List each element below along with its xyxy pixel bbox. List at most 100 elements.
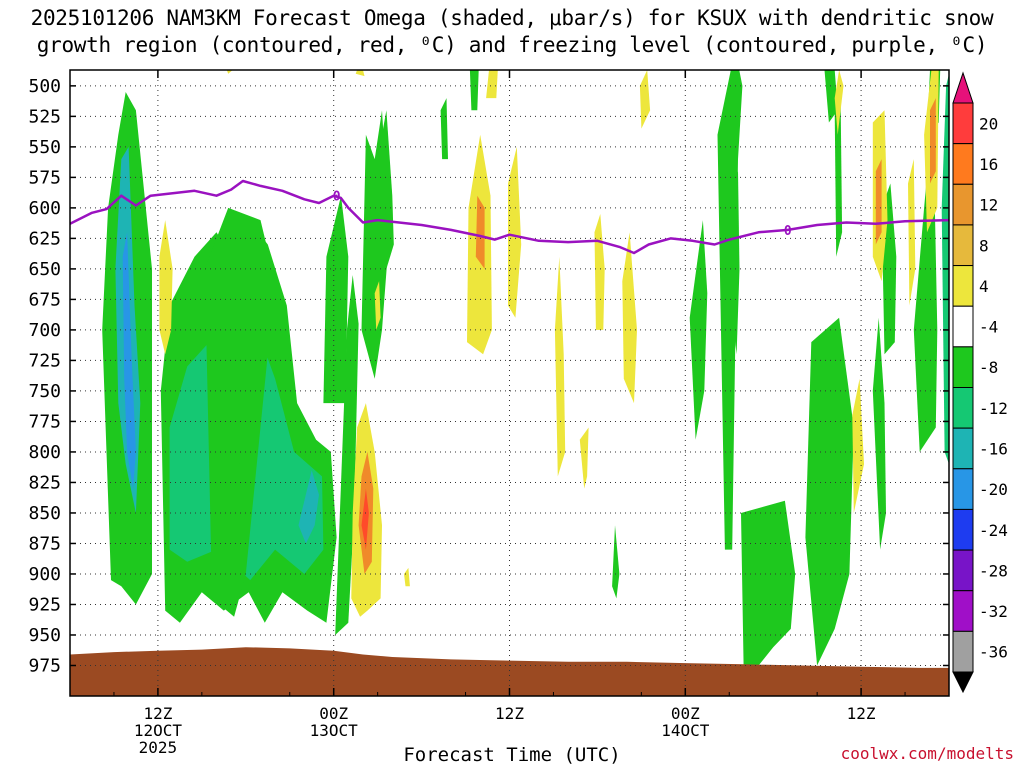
y-tick-label-875: 875: [28, 533, 61, 554]
omega-region-18: [726, 171, 740, 355]
colorbar-label-6: -8: [979, 358, 998, 377]
colorbar-label-7: -12: [979, 399, 1008, 418]
x-axis-label: Forecast Time (UTC): [403, 744, 621, 766]
colorbar-label-4: 4: [979, 277, 989, 296]
y-tick-label-750: 750: [28, 381, 61, 402]
omega-region-38: [622, 232, 637, 404]
y-tick-label-525: 525: [28, 106, 61, 127]
y-tick-label-800: 800: [28, 442, 61, 463]
colorbar-label-1: 16: [979, 155, 998, 174]
colorbar-cell-1: [952, 143, 974, 185]
y-tick-label-575: 575: [28, 167, 61, 188]
omega-region-12: [327, 268, 339, 330]
omega-region-25: [834, 98, 843, 257]
colorbar-cell-11: [952, 549, 974, 592]
omega-region-17: [805, 317, 854, 666]
omega-region-39: [639, 70, 651, 129]
colorbar-label-10: -24: [979, 521, 1008, 540]
colorbar-cell-7: [952, 387, 974, 429]
chart-title-line-1: 2025101206 NAM3KM Forecast Omega (shaded…: [30, 6, 994, 30]
omega-region-35: [554, 256, 566, 477]
colorbar-label-5: -4: [979, 318, 998, 337]
y-tick-label-675: 675: [28, 289, 61, 310]
chart-title-line-2: growth region (contoured, red, ⁰C) and f…: [36, 33, 988, 57]
y-tick-label-900: 900: [28, 564, 61, 585]
colorbar-label-12: -32: [979, 602, 1008, 621]
colorbar-cell-10: [952, 508, 974, 551]
colorbar-cell-12: [952, 590, 974, 632]
omega-region-40: [852, 378, 864, 513]
credit-text: coolwx.com/modelts: [840, 744, 1014, 763]
omega-region-34: [508, 146, 522, 318]
freezing-level-line: [70, 179, 949, 255]
x-tick-label-6-1: 12OCT: [134, 721, 183, 740]
omega-region-36: [486, 70, 498, 99]
colorbar-cell-6: [952, 346, 974, 389]
omega-region-15: [717, 70, 743, 550]
omega-region-47: [374, 281, 381, 330]
omega-region-5: [298, 470, 319, 544]
omega-region-31: [159, 220, 173, 355]
colorbar-cell-0: [952, 102, 974, 145]
colorbar-label-3: 8: [979, 236, 989, 255]
y-tick-label-825: 825: [28, 472, 61, 493]
colorbar-cell-13: [952, 630, 974, 673]
freezing-level-label-1: 0: [784, 224, 792, 239]
colorbar-label-11: -28: [979, 561, 1008, 580]
omega-region-9: [335, 275, 359, 635]
x-tick-label-30-0: 12Z: [495, 704, 524, 723]
omega-region-14: [469, 70, 479, 111]
omega-region-49: [579, 427, 589, 489]
y-tick-label-700: 700: [28, 320, 61, 341]
x-tick-label-42-1: 14OCT: [661, 721, 710, 740]
omega-region-37: [594, 214, 605, 330]
omega-region-16: [741, 500, 796, 684]
omega-region-51: [404, 567, 410, 587]
colorbar-label-9: -20: [979, 480, 1008, 499]
omega-region-42: [875, 159, 882, 245]
omega-region-7: [228, 281, 251, 465]
omega-region-26: [824, 70, 838, 123]
y-tick-label-725: 725: [28, 350, 61, 371]
x-tick-label-42-0: 00Z: [671, 704, 700, 723]
y-tick-label-625: 625: [28, 228, 61, 249]
x-tick-label-6-2: 2025: [139, 738, 178, 757]
colorbar-cell-8: [952, 427, 974, 470]
colorbar-cell-5: [952, 305, 974, 348]
x-tick-label-6-0: 12Z: [143, 704, 172, 723]
y-tick-label-500: 500: [28, 76, 61, 97]
colorbar-cell-4: [952, 265, 974, 307]
y-tick-label-950: 950: [28, 625, 61, 646]
x-tick-label-18-0: 00Z: [319, 704, 348, 723]
colorbar-top-arrow: [952, 71, 974, 104]
colorbar-label-0: 20: [979, 114, 998, 133]
omega-region-30: [361, 488, 369, 550]
omega-region-45: [930, 98, 936, 184]
y-tick-label-600: 600: [28, 198, 61, 219]
x-tick-label-18-1: 13OCT: [310, 721, 359, 740]
x-tick-label-54-0: 12Z: [847, 704, 876, 723]
y-tick-label-650: 650: [28, 259, 61, 280]
colorbar-label-8: -16: [979, 439, 1008, 458]
colorbar-cell-9: [952, 468, 974, 510]
omega-region-20: [612, 525, 620, 599]
omega-region-48: [355, 70, 365, 77]
colorbar-cell-3: [952, 224, 974, 267]
y-tick-label-550: 550: [28, 137, 61, 158]
colorbar-bottom-arrow: [952, 671, 974, 694]
omega-region-13: [440, 98, 448, 160]
colorbar-label-13: -36: [979, 643, 1008, 662]
y-tick-label-925: 925: [28, 594, 61, 615]
omega-region-2: [122, 232, 136, 489]
freezing-level-label-0: 0: [333, 190, 341, 205]
y-tick-label-850: 850: [28, 503, 61, 524]
y-tick-label-775: 775: [28, 411, 61, 432]
terrain-fill: [70, 647, 949, 696]
omega-region-46: [834, 70, 844, 135]
omega-region-43: [908, 159, 916, 306]
omega-region-21: [872, 317, 886, 550]
omega-region-33: [475, 195, 485, 269]
y-tick-label-975: 975: [28, 655, 61, 676]
omega-region-50: [226, 70, 233, 74]
